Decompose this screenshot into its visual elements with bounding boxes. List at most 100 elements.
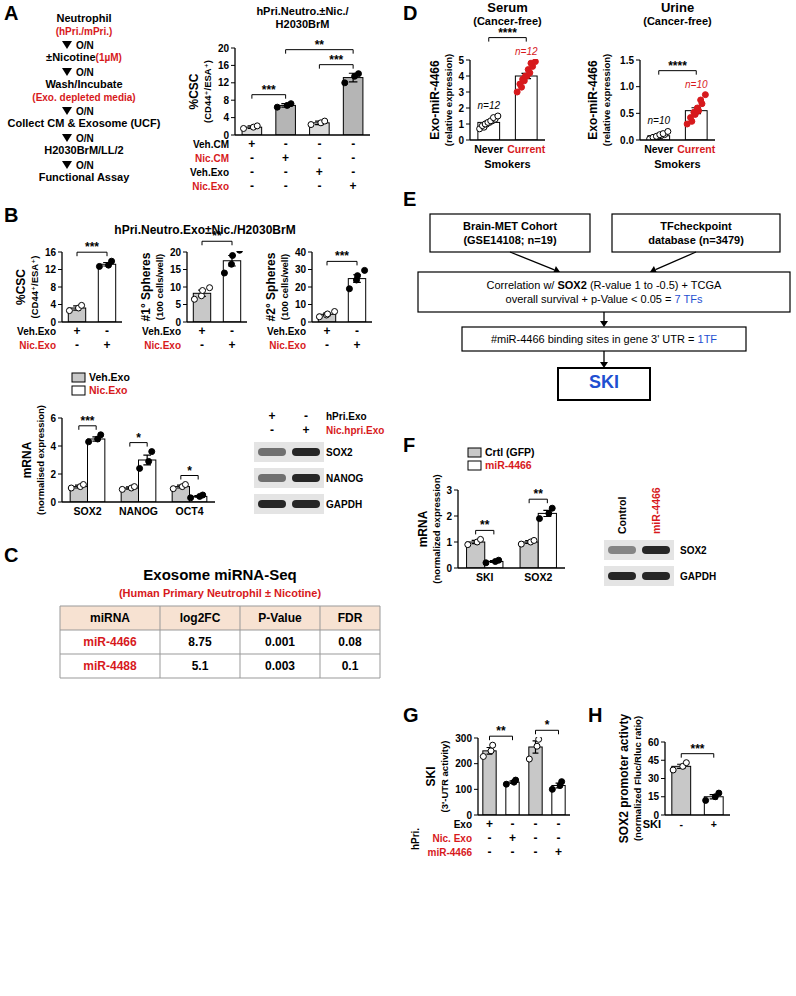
data-point: [346, 286, 352, 292]
y-tick-label: 45: [648, 755, 660, 766]
condition-sign: -: [534, 817, 538, 831]
table-cell: 0.08: [338, 635, 362, 649]
n-label: n=10: [685, 79, 708, 90]
y-tick-label: 4: [50, 441, 56, 452]
flow-text: database (n=3479): [648, 234, 744, 246]
condition-sign: -: [230, 324, 234, 338]
y-tick-label: 100: [455, 784, 472, 795]
data-point: [503, 781, 509, 787]
flow-text-segment: database (n=3479): [648, 234, 744, 246]
y-axis-label: (CD44⁺/ESA⁺): [29, 256, 40, 319]
table-cell: 0.001: [265, 635, 295, 649]
y-axis-label: (CD44⁺/ESA⁺): [202, 60, 213, 123]
significance-label: **: [212, 229, 222, 243]
legend-swatch: [72, 373, 85, 382]
x-axis: [470, 139, 545, 140]
bar: [88, 439, 105, 502]
data-point: [119, 486, 125, 492]
error-bar: [543, 510, 551, 516]
table-cell: 5.1: [192, 659, 209, 673]
flow-box: [612, 214, 780, 252]
condition-sign: +: [248, 137, 255, 151]
y-axis-label: %CSC: [14, 269, 28, 305]
condition-sign: +: [486, 817, 493, 831]
condition-sign: -: [284, 137, 288, 151]
flow-arrow-label: O/N: [76, 40, 94, 51]
data-point: [79, 302, 85, 308]
y-tick-label: 2: [458, 103, 464, 114]
y-tick-label: 20: [170, 247, 182, 258]
y-tick-label: 3: [446, 485, 452, 496]
significance-label: ****: [498, 26, 517, 40]
condition-sign: +: [316, 165, 323, 179]
y-axis-label: %CSC: [187, 73, 201, 109]
y-tick-label: 8: [50, 282, 56, 293]
y-tick: [636, 60, 640, 61]
y-axis-label: #1° Spheres: [139, 252, 153, 321]
flow-arrow: [510, 252, 554, 270]
condition-sign: -: [511, 817, 515, 831]
data-point: [188, 495, 194, 501]
flow-sub: (Exo. depleted media): [32, 92, 135, 103]
blot-band: [292, 474, 320, 482]
flow-text-segment: TFcheckpoint: [660, 220, 732, 232]
blot-lane-label: Control: [616, 497, 628, 534]
blot-sign: -: [304, 409, 308, 423]
data-point: [559, 779, 565, 785]
data-point: [207, 285, 213, 291]
bar: [343, 78, 363, 135]
x-tick-label: Current: [507, 143, 545, 155]
condition-sign: -: [355, 324, 359, 338]
y-tick: [308, 287, 312, 288]
flow-arrow-label: O/N: [76, 67, 94, 78]
legend-label: miR-4466: [485, 459, 532, 471]
flow-arrow: [603, 351, 604, 362]
x-axis: [62, 321, 122, 322]
significance-label: ****: [668, 59, 687, 73]
y-tick: [454, 542, 458, 543]
flow-text: overall survival + p-Value < 0.05 = 7 TF…: [506, 293, 703, 305]
condition-sign: +: [350, 179, 357, 193]
blot-sign: -: [270, 423, 274, 437]
table-header: FDR: [338, 611, 363, 625]
data-point: [355, 273, 361, 279]
y-axis-label: (normalized expression): [431, 474, 442, 583]
flow-text: #miR-4466 binding sites in gene 3' UTR =…: [491, 333, 717, 345]
flow-text-segment: Correlation w/: [487, 279, 558, 291]
y-axis: [469, 60, 470, 140]
y-tick: [58, 418, 62, 419]
y-tick: [474, 738, 478, 739]
figure: ABCDEFGHNeutrophil(hPri./mPri.)O/N±Nicot…: [0, 0, 796, 996]
condition-sign: +: [73, 324, 80, 338]
y-tick-label: 8: [223, 95, 229, 106]
condition-label: Nic.Exo: [269, 340, 306, 351]
y-tick: [661, 796, 665, 797]
condition-sign: -: [250, 165, 254, 179]
y-tick: [466, 76, 470, 77]
significance-label: ***: [329, 53, 343, 67]
bar: [483, 751, 496, 815]
bar: [515, 76, 537, 140]
flow-step-text: ±Nicotine: [46, 51, 95, 63]
y-tick-label: 15: [648, 791, 660, 802]
flow-step-text: Wash/Incubate: [45, 78, 122, 90]
data-point: [549, 505, 555, 511]
blot-band: [642, 546, 670, 554]
x-tick-label: Never: [644, 143, 673, 155]
y-tick: [474, 789, 478, 790]
background: [0, 0, 796, 996]
y-axis: [61, 418, 62, 502]
data-point: [316, 314, 322, 320]
data-point: [549, 786, 555, 792]
condition-sign: -: [317, 179, 321, 193]
flow-step: ±Nicotine(1µM): [46, 51, 122, 63]
blot-band: [258, 500, 286, 508]
data-point: [200, 492, 206, 498]
y-tick: [231, 117, 235, 118]
condition-sign: +: [555, 845, 562, 859]
condition-sign: +: [228, 338, 235, 352]
x-axis: [312, 321, 372, 322]
table-header: miRNA: [90, 611, 130, 625]
y-tick-label: 30: [295, 264, 307, 275]
significance-label: **: [496, 724, 506, 738]
